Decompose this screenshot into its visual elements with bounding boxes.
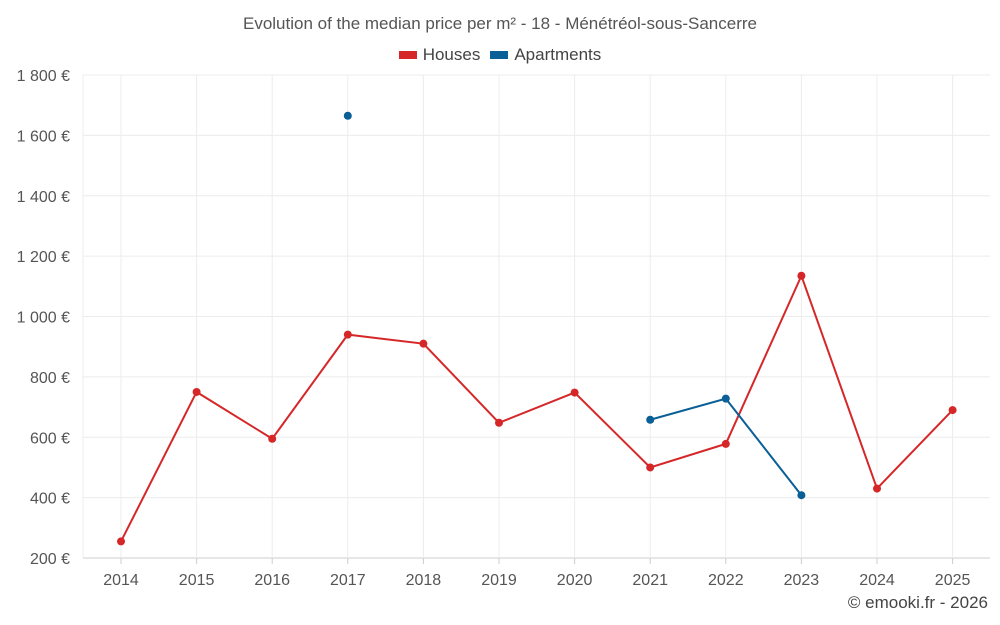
x-tick-label: 2021	[632, 572, 668, 589]
data-point-houses[interactable]	[343, 330, 352, 339]
x-tick-label: 2017	[330, 572, 366, 589]
credit-text: © emooki.fr - 2026	[847, 593, 988, 612]
x-tick-label: 2020	[557, 572, 593, 589]
x-tick-label: 2014	[103, 572, 139, 589]
x-tick-label: 2022	[708, 572, 744, 589]
legend-item-houses[interactable]: Houses	[398, 45, 481, 65]
y-tick-label: 800 €	[30, 370, 70, 387]
data-point-apartments[interactable]	[343, 111, 352, 120]
y-tick-label: 1 000 €	[17, 310, 70, 327]
data-point-houses[interactable]	[873, 484, 881, 493]
legend-label-houses: Houses	[422, 45, 481, 64]
legend-item-apartments[interactable]: Apartments	[490, 45, 601, 65]
chart-title: Evolution of the median price per m² - 1…	[242, 14, 757, 33]
y-tick-label: 1 600 €	[17, 128, 70, 145]
data-point-houses[interactable]	[117, 537, 125, 546]
data-point-apartments[interactable]	[797, 491, 806, 500]
y-tick-label: 1 200 €	[17, 249, 70, 266]
data-point-houses[interactable]	[646, 463, 655, 472]
data-point-houses[interactable]	[419, 339, 428, 348]
data-point-houses[interactable]	[495, 418, 503, 427]
series-line-houses	[120, 273, 954, 542]
x-tick-label: 2016	[254, 572, 290, 589]
y-tick-label: 1 400 €	[17, 189, 70, 206]
data-point-houses[interactable]	[797, 271, 806, 280]
y-tick-label: 400 €	[30, 491, 70, 508]
legend-label-apartments: Apartments	[514, 45, 602, 64]
y-tick-label: 1 800 €	[17, 68, 70, 85]
data-point-apartments[interactable]	[646, 415, 655, 424]
y-tick-label: 600 €	[30, 430, 70, 447]
data-point-houses[interactable]	[721, 439, 730, 448]
data-point-houses[interactable]	[948, 406, 957, 415]
x-tick-label: 2015	[179, 572, 215, 589]
chart-legend: Houses Apartments	[0, 45, 1000, 65]
data-point-apartments[interactable]	[721, 394, 730, 403]
legend-swatch-houses	[398, 51, 417, 59]
y-tick-label: 200 €	[30, 551, 70, 568]
x-tick-label: 2018	[406, 572, 442, 589]
x-tick-label: 2019	[481, 572, 517, 589]
data-point-houses[interactable]	[268, 434, 277, 443]
x-tick-label: 2025	[935, 572, 971, 589]
x-tick-label: 2023	[784, 572, 820, 589]
legend-swatch-apartments	[490, 51, 509, 59]
data-point-houses[interactable]	[192, 387, 201, 396]
x-tick-label: 2024	[859, 572, 895, 589]
data-point-houses[interactable]	[570, 388, 579, 397]
